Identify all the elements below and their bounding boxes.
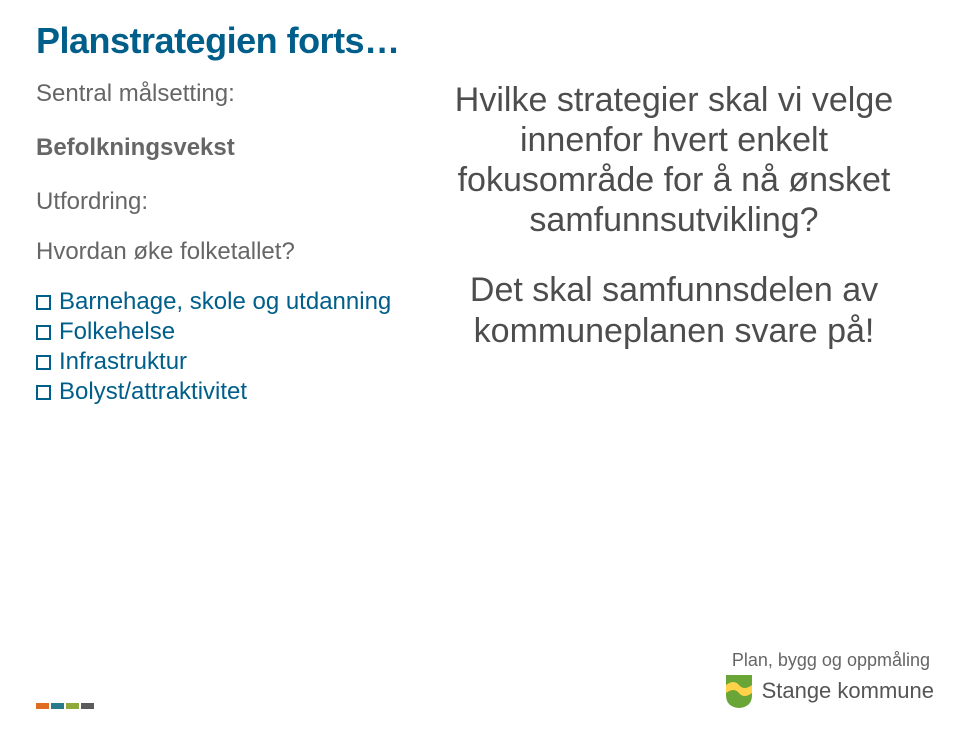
list-item: Folkehelse <box>36 318 396 346</box>
footer: Plan, bygg og oppmåling Stange kommune <box>36 650 934 709</box>
square-bullet-icon <box>36 355 51 370</box>
bar-icon <box>51 703 64 709</box>
subheading-sentral: Sentral målsetting: <box>36 80 396 108</box>
footer-label: Plan, bygg og oppmåling <box>32 650 934 671</box>
footer-row: Stange kommune <box>36 673 934 709</box>
bullet-label: Barnehage, skole og utdanning <box>59 288 391 316</box>
square-bullet-icon <box>36 385 51 400</box>
page-title: Planstrategien forts… <box>36 20 912 62</box>
subheading-utfordring: Utfordring: <box>36 188 396 216</box>
bar-icon <box>36 703 49 709</box>
list-item: Bolyst/attraktivitet <box>36 378 396 406</box>
question-paragraph: Hvilke strategier skal vi velge innenfor… <box>436 80 912 240</box>
subheading-befolkningsvekst: Befolkningsvekst <box>36 134 396 162</box>
square-bullet-icon <box>36 295 51 310</box>
subheading-hvordan: Hvordan øke folketallet? <box>36 238 396 266</box>
logo: Stange kommune <box>724 673 934 709</box>
slide: Planstrategien forts… Sentral målsetting… <box>0 0 960 737</box>
list-item: Barnehage, skole og utdanning <box>36 288 396 316</box>
mini-bars-icon <box>36 703 94 709</box>
columns: Sentral målsetting: Befolkningsvekst Utf… <box>36 72 912 408</box>
bullet-list: Barnehage, skole og utdanning Folkehelse… <box>36 288 396 406</box>
bullet-label: Infrastruktur <box>59 348 187 376</box>
bullet-label: Bolyst/attraktivitet <box>59 378 247 406</box>
bar-icon <box>66 703 79 709</box>
square-bullet-icon <box>36 325 51 340</box>
bar-icon <box>81 703 94 709</box>
answer-paragraph: Det skal samfunnsdelen av kommuneplanen … <box>436 270 912 350</box>
logo-text: Stange kommune <box>762 678 934 704</box>
list-item: Infrastruktur <box>36 348 396 376</box>
bullet-label: Folkehelse <box>59 318 175 346</box>
right-column: Hvilke strategier skal vi velge innenfor… <box>436 72 912 408</box>
shield-icon <box>724 673 754 709</box>
left-column: Sentral målsetting: Befolkningsvekst Utf… <box>36 72 396 408</box>
